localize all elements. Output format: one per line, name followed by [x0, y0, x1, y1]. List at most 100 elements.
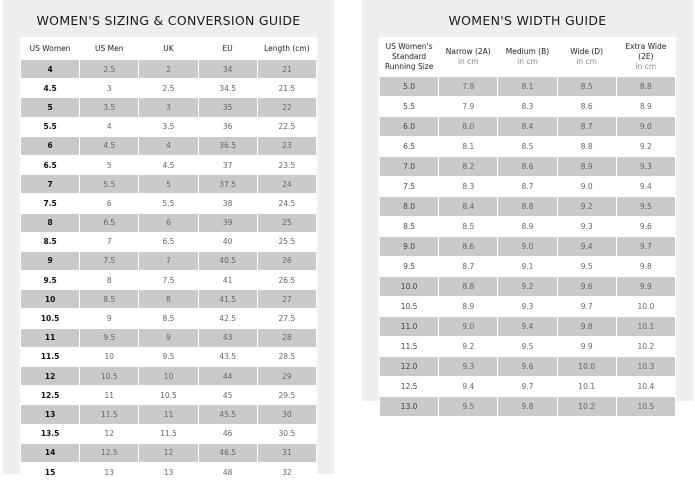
table-cell: 11: [139, 405, 198, 424]
table-cell: 8.9: [557, 157, 616, 176]
table-cell: 26.5: [278, 275, 296, 285]
table-cell: 10.5: [160, 390, 177, 400]
table-cell: 9.4: [498, 317, 557, 336]
table-row: 4 2.5 2 34 21: [21, 60, 316, 79]
table-row: 6.5 8.1 8.5 8.8 9.2: [380, 137, 675, 156]
table-cell: 2: [139, 60, 198, 79]
table-cell: 8.3: [462, 182, 475, 191]
table-row: 4.5 3 2.5 34.5 21.5: [21, 79, 316, 97]
table-row: 11.0 9.0 9.4 9.8 10.1: [380, 317, 675, 336]
table-cell: 3: [106, 83, 112, 93]
table-cell: 8.3: [521, 102, 534, 111]
table-cell: 7: [106, 237, 112, 247]
table-cell: 6.5: [403, 142, 416, 151]
table-cell: 12: [139, 443, 198, 462]
table-cell: 9.0: [616, 117, 675, 136]
column-header-label: Extra Wide (2E): [625, 42, 667, 62]
table-cell: 3.5: [162, 122, 175, 132]
table-cell: 8.7: [462, 262, 475, 271]
table-cell: 35: [198, 98, 257, 117]
table-row: 7.5 6 5.5 38 24.5: [21, 194, 316, 212]
table-cell: 11: [21, 328, 80, 347]
table-cell: 22.5: [278, 122, 296, 132]
table-row: 9.5 8 7.5 41 26.5: [21, 271, 316, 289]
table-row: 14 12.5 12 46.5 31: [21, 443, 316, 462]
table-cell: 40: [222, 237, 233, 247]
table-row: 12.5 11 10.5 45 29.5: [21, 386, 316, 404]
table-cell: 42.5: [219, 314, 236, 324]
table-cell: 24: [257, 175, 316, 194]
table-cell: 44: [198, 367, 257, 386]
table-cell: 8.8: [439, 277, 498, 296]
table-cell: 9.2: [498, 277, 557, 296]
table-cell: 8.5: [403, 222, 416, 231]
table-cell: 43.5: [219, 352, 236, 362]
table-row: 8 6.5 6 39 25: [21, 213, 316, 232]
table-row: 8.0 8.4 8.8 9.2 9.5: [380, 197, 675, 216]
table-cell: 4: [106, 122, 112, 132]
table-row: 8.5 8.5 8.9 9.3 9.6: [380, 217, 675, 236]
column-header-unit: in cm: [517, 57, 538, 66]
table-cell: 28.5: [278, 352, 296, 362]
table-cell: 45.5: [198, 405, 257, 424]
table-cell: 10: [21, 290, 80, 309]
table-cell: 11.5: [40, 352, 60, 362]
table-cell: 7.8: [439, 77, 498, 96]
table-cell: 10.5: [400, 302, 418, 311]
table-row: 11.5 10 9.5 43.5 28.5: [21, 348, 316, 366]
table-row: 6.0 8.0 8.4 8.7 9.0: [380, 117, 675, 136]
table-cell: 4: [21, 60, 80, 79]
table-cell: 8.0: [380, 197, 439, 216]
table-cell: 9.6: [557, 277, 616, 296]
table-cell: 8.5: [521, 142, 534, 151]
column-header: EU: [222, 43, 233, 53]
table-cell: 8.8: [498, 197, 557, 216]
table-cell: 10.5: [40, 314, 60, 324]
table-cell: 7.5: [80, 251, 139, 271]
table-cell: 12.5: [80, 443, 139, 462]
column-header: Length (cm): [264, 43, 310, 53]
table-cell: 2.5: [80, 60, 139, 79]
column-header: US Women's Standard Running Size: [380, 38, 438, 76]
table-cell: 8.8: [580, 142, 593, 151]
table-cell: 9.1: [521, 262, 534, 271]
table-cell: 11.5: [160, 429, 177, 439]
table-cell: 8.6: [580, 102, 593, 111]
table-row: 6.5 5 4.5 37 23.5: [21, 156, 316, 174]
table-cell: 29: [257, 367, 316, 386]
table-cell: 9.3: [580, 222, 593, 231]
table-cell: 25.5: [278, 237, 296, 247]
table-cell: 12: [104, 429, 115, 439]
table-cell: 8.5: [162, 314, 175, 324]
table-cell: 8.7: [521, 182, 534, 191]
table-cell: 9: [139, 328, 198, 347]
table-cell: 8.6: [439, 237, 498, 256]
table-cell: 3.5: [80, 98, 139, 117]
table-cell: 4.5: [80, 136, 139, 155]
table-row: 10.5 9 8.5 42.5 27.5: [21, 309, 316, 327]
table-cell: 13.0: [380, 397, 439, 416]
table-cell: 9.4: [639, 182, 652, 191]
table-cell: 9.5: [580, 262, 593, 271]
table-cell: 9.9: [580, 342, 593, 351]
table-cell: 12.5: [40, 390, 60, 400]
table-cell: 9: [21, 251, 80, 271]
table-cell: 4: [139, 136, 198, 155]
table-cell: 37.5: [198, 175, 257, 194]
table-cell: 10.1: [616, 317, 675, 336]
table-cell: 4.5: [162, 160, 175, 170]
table-cell: 10.2: [637, 342, 655, 351]
table-cell: 37: [222, 160, 233, 170]
table-cell: 15: [44, 467, 56, 477]
table-row: 12.5 9.4 9.7 10.1 10.4: [380, 377, 675, 396]
table-row: 13.0 9.5 9.8 10.2 10.5: [380, 397, 675, 416]
table-cell: 32: [282, 467, 292, 477]
table-cell: 9.6: [639, 222, 652, 231]
table-cell: 5.0: [380, 77, 439, 96]
column-header: Extra Wide (2E) in cm: [617, 38, 675, 76]
table-cell: 9.0: [580, 182, 593, 191]
sizing-guide-title: WOMEN'S SIZING & CONVERSION GUIDE: [36, 13, 301, 28]
table-cell: 26: [257, 251, 316, 271]
table-cell: 8.5: [43, 237, 57, 247]
table-cell: 25: [257, 213, 316, 232]
